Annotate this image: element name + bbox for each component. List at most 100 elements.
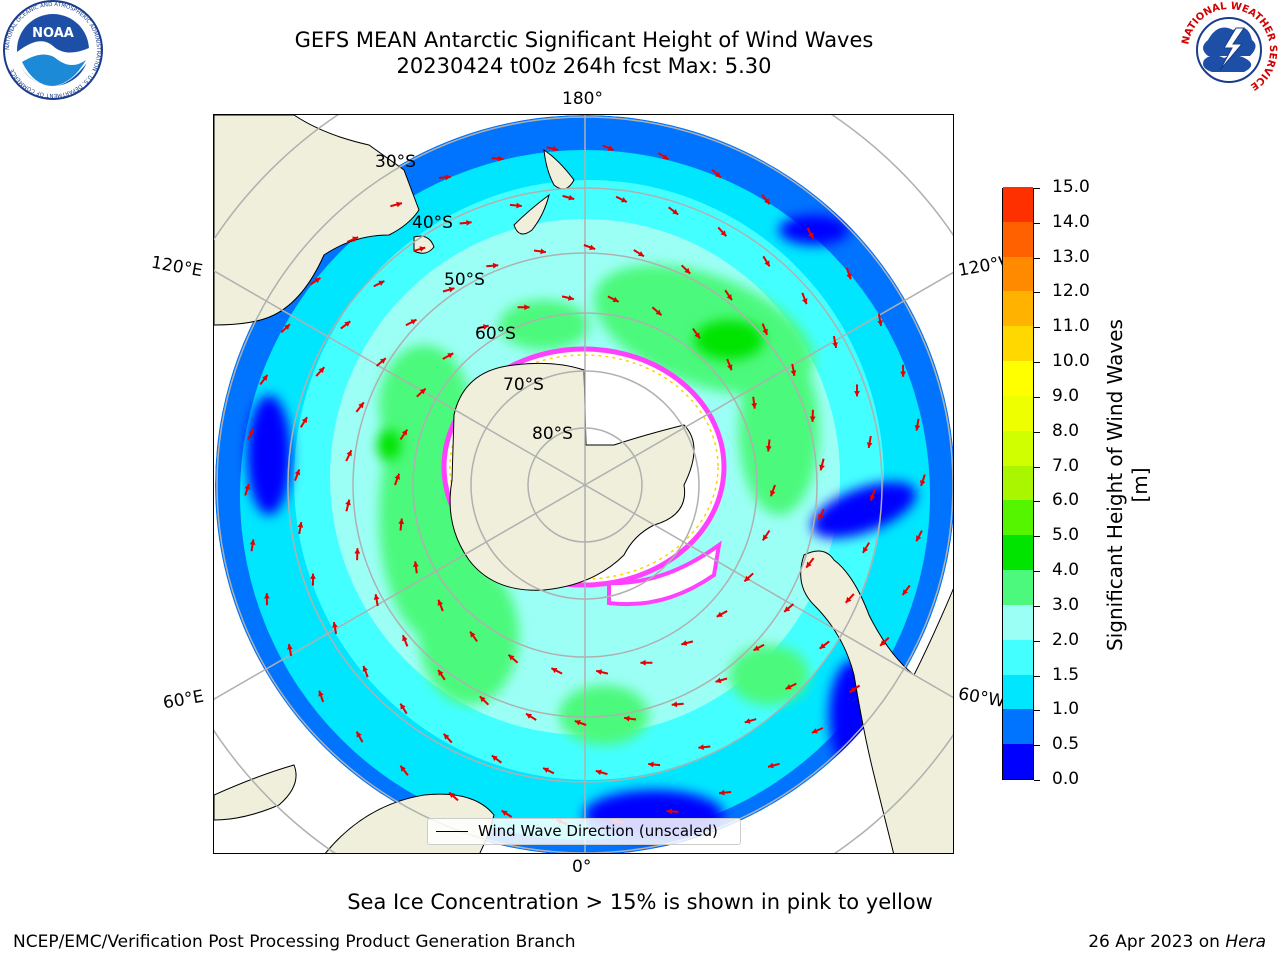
colorbar-tick: [1034, 431, 1040, 433]
wave-direction-arrowhead: [802, 298, 808, 305]
wave-direction-arrowhead: [479, 696, 486, 703]
wave-direction-arrowhead: [318, 690, 324, 697]
wave-direction-arrowhead: [719, 789, 725, 796]
wave-direction-arrowhead: [318, 367, 325, 374]
lat-label-60s: 60°S: [475, 324, 516, 344]
colorbar-tick-label: 1.5: [1052, 664, 1080, 685]
credit-branch: NCEP/EMC/Verification Post Processing Pr…: [13, 932, 576, 952]
colorbar-tick-label: 1.0: [1052, 699, 1080, 720]
wave-direction-arrowhead: [437, 599, 443, 606]
wave-direction-arrowhead: [447, 353, 454, 359]
wave-direction-arrowhead: [811, 728, 818, 734]
wave-direction-arrowhead: [394, 473, 400, 480]
colorbar-tick-label: 14.0: [1052, 211, 1090, 232]
wave-direction-arrowhead: [770, 490, 776, 497]
lon-label-60w: 60°W: [956, 684, 1007, 712]
wave-direction-arrowhead: [854, 391, 860, 397]
colorbar-tick: [1034, 780, 1040, 781]
colorbar-segment: [1003, 290, 1033, 327]
colorbar-segment: [1003, 639, 1033, 675]
wave-direction-arrowhead: [466, 220, 472, 226]
map-panel: [213, 114, 954, 854]
colorbar-tick-label: 11.0: [1052, 316, 1090, 337]
colorbar-tick-label: 2.0: [1052, 629, 1080, 650]
colorbar-tick-label: 6.0: [1052, 490, 1080, 511]
wave-direction-arrowhead: [818, 513, 824, 520]
colorbar-tick: [1034, 327, 1040, 329]
colorbar-tick: [1034, 362, 1040, 364]
wave-direction-arrowhead: [751, 403, 757, 409]
wave-direction-arrowhead: [638, 251, 644, 257]
colorbar-segment: [1003, 743, 1033, 779]
colorbar-tick-label: 10.0: [1052, 351, 1090, 372]
colorbar-tick-label: 5.0: [1052, 525, 1080, 546]
wave-direction-arrowhead: [684, 267, 691, 274]
wave-direction-arrowhead: [498, 155, 504, 162]
wave-direction-arrowhead: [358, 402, 364, 409]
wave-direction-arrowhead: [655, 309, 662, 316]
credit-machine: Hera: [1225, 932, 1266, 952]
wave-direction-arrowhead: [768, 762, 774, 769]
wave-direction-arrowhead: [552, 146, 559, 152]
wave-direction-arrowhead: [501, 810, 508, 816]
wave-direction-arrowhead: [419, 388, 426, 395]
wave-direction-arrowhead: [862, 546, 869, 553]
colorbar-segment: [1003, 499, 1033, 536]
colorbar-segment: [1003, 256, 1033, 292]
colorbar-tick: [1034, 675, 1040, 677]
colorbar-segment: [1003, 221, 1033, 257]
wave-direction-arrowhead: [819, 464, 825, 471]
wave-direction-arrowhead: [698, 744, 704, 750]
wave-direction-arrowhead: [694, 332, 700, 339]
wave-direction-arrowhead: [551, 668, 558, 674]
wave-direction-arrowhead: [764, 260, 770, 267]
sea-ice-note: Sea Ice Concentration > 15% is shown in …: [347, 890, 933, 914]
map-canvas: [214, 115, 953, 853]
wave-direction-arrowhead: [785, 684, 792, 690]
wave-direction-arrowhead: [612, 296, 619, 302]
wave-direction-arrowhead: [244, 484, 250, 490]
wave-direction-arrowhead: [301, 417, 308, 424]
wave-direction-arrowhead: [762, 328, 768, 335]
colorbar-tick: [1034, 605, 1040, 607]
colorbar-tick: [1034, 571, 1040, 573]
colorbar-tick-label: 3.0: [1052, 594, 1080, 615]
wave-direction-arrowhead: [508, 654, 515, 661]
colorbar-tick: [1034, 257, 1040, 259]
wave-direction-arrowhead: [413, 561, 419, 567]
wave-direction-arrowhead: [516, 202, 522, 209]
wave-direction-arrowhead: [449, 792, 455, 798]
wave-direction-arrowhead: [762, 534, 769, 541]
wave-direction-arrowhead: [727, 364, 733, 371]
legend-label: Wind Wave Direction (unscaled): [478, 822, 718, 840]
colorbar-tick: [1034, 501, 1040, 503]
lat-label-40s: 40°S: [412, 213, 453, 233]
wave-direction-arrowhead: [672, 209, 679, 215]
colorbar-segment: [1003, 604, 1033, 640]
colorbar-tick-label: 4.0: [1052, 560, 1080, 581]
wave-direction-arrowhead: [568, 194, 575, 201]
colorbar-segment: [1003, 360, 1033, 396]
wave-direction-arrowhead: [352, 236, 359, 242]
wave-direction-arrowhead: [400, 703, 406, 710]
wave-direction-arrowhead: [784, 606, 791, 612]
colorbar-segment: [1003, 534, 1033, 571]
colorbar-tick-label: 7.0: [1052, 455, 1080, 476]
wave-direction-arrowhead: [491, 755, 498, 761]
wave-direction-arrowhead: [845, 596, 852, 603]
lon-label-180: 180°: [562, 89, 603, 109]
wave-direction-arrowhead: [362, 665, 368, 672]
wave-direction-arrowhead: [373, 594, 380, 600]
wave-direction-arrowhead: [378, 280, 385, 286]
credit-date-text: 26 Apr 2023 on: [1088, 932, 1220, 952]
wave-direction-arrowhead: [249, 539, 256, 545]
wave-direction-arrowhead: [574, 720, 581, 726]
wave-direction-arrowhead: [419, 246, 426, 252]
wave-direction-arrowhead: [744, 575, 751, 582]
wave-direction-arrowhead: [568, 295, 574, 301]
wave-direction-arrowhead: [877, 320, 883, 326]
wave-direction-arrowhead: [666, 808, 672, 815]
wave-direction-arrowhead: [248, 428, 254, 435]
wave-direction-arrowhead: [438, 669, 444, 676]
wave-direction-arrowhead: [806, 561, 812, 568]
